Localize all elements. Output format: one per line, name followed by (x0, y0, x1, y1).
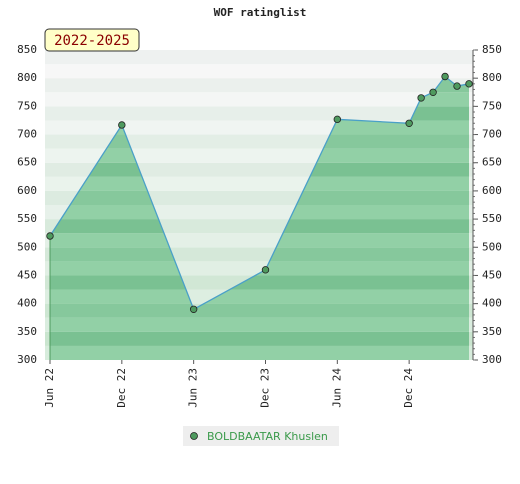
y-tick-label: 300 (17, 353, 37, 366)
point (465, 80, 473, 88)
area-band (50, 331, 469, 346)
y2-tick-label: 550 (482, 212, 502, 225)
plot-band (45, 78, 473, 93)
point (261, 266, 270, 274)
x-tick-label: Jun 23 (187, 368, 200, 408)
y2-tick-label: 400 (482, 297, 502, 310)
badge-box (44, 28, 140, 52)
point (417, 94, 425, 102)
point (46, 232, 54, 240)
y2-tick-label: 600 (482, 184, 502, 197)
y2-tick-label: 650 (482, 156, 502, 169)
legend-marker (190, 432, 198, 440)
x-tick-label: Jun 22 (43, 368, 56, 408)
y-tick-label: 550 (17, 212, 37, 225)
x-tick-label: Jun 24 (330, 368, 343, 408)
badge: 2022-2025 (54, 33, 130, 49)
legend-label: BOLDBAATAR Khuslen (207, 430, 328, 443)
y-tick-label: 700 (17, 128, 37, 141)
y-tick-label: 600 (17, 184, 37, 197)
point (189, 305, 198, 313)
area-band (50, 317, 469, 332)
y2-tick-label: 800 (482, 71, 502, 84)
y-tick-label: 350 (17, 325, 37, 338)
area-band (50, 345, 469, 360)
y-tick-label: 400 (17, 297, 37, 310)
y-tick-label: 800 (17, 71, 37, 84)
y2-tick-label: 350 (482, 325, 502, 338)
area-band (50, 275, 469, 290)
legend-box (183, 426, 339, 446)
point (333, 115, 342, 124)
x-tick-label: Dec 24 (402, 368, 415, 408)
y2-tick-label: 850 (482, 43, 502, 56)
point (118, 121, 126, 129)
area-band (50, 289, 469, 304)
y2-tick-label: 500 (482, 240, 502, 253)
y-tick-label: 750 (17, 99, 37, 112)
point (453, 82, 461, 90)
chart-title: WOF ratinglist (214, 6, 307, 19)
y-tick-label: 850 (17, 43, 37, 56)
plot-band (45, 92, 473, 107)
y2-tick-label: 750 (482, 99, 502, 112)
point (429, 88, 437, 96)
x-tick-label: Dec 23 (258, 368, 271, 408)
x-tick-label: Dec 22 (115, 368, 128, 408)
y-tick-label: 450 (17, 268, 37, 281)
y-tick-label: 500 (17, 240, 37, 253)
y-tick-label: 650 (17, 156, 37, 169)
plot-band (45, 106, 473, 121)
y2-tick-label: 700 (482, 128, 502, 141)
point (405, 119, 413, 127)
y2-tick-label: 450 (482, 268, 502, 281)
point (441, 72, 449, 81)
plot-band (45, 64, 473, 79)
y2-tick-label: 300 (482, 353, 502, 366)
area-band (50, 303, 469, 318)
plot-band (45, 50, 473, 65)
